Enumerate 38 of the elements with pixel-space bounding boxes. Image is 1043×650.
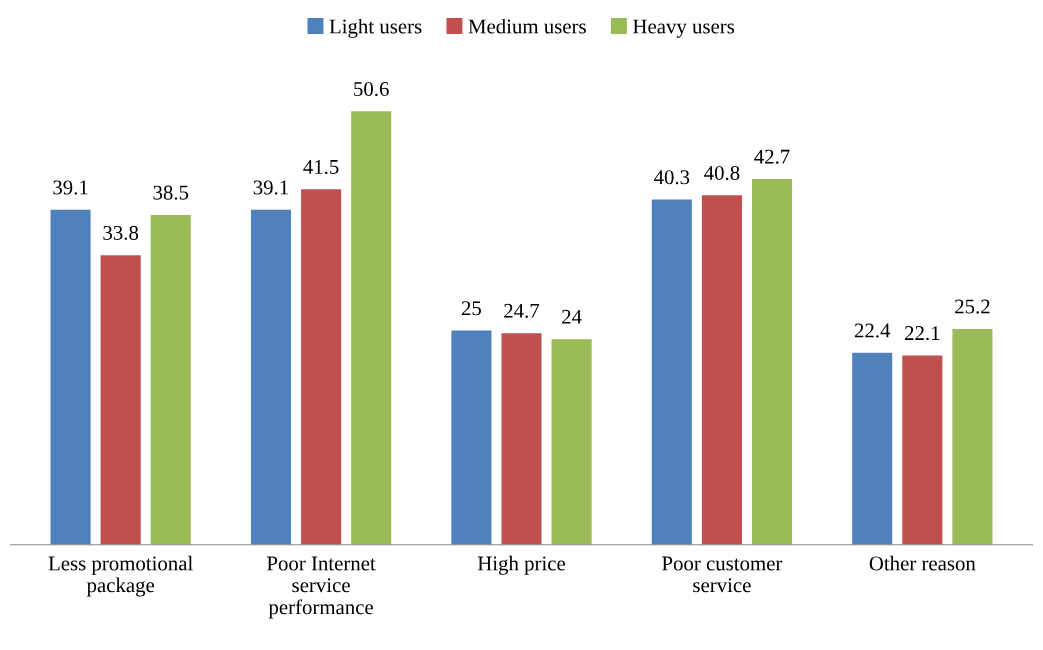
bar [651,199,692,545]
bar [501,333,542,545]
bar [250,209,292,545]
legend-label: Light users [329,18,422,38]
data-label: 24.7 [504,303,540,318]
x-tick-label: Other reason [869,555,976,571]
data-label: 25.2 [955,299,990,314]
bar [551,339,592,545]
bar [751,179,793,545]
data-label: 22.1 [905,326,940,341]
data-label: 38.5 [153,185,189,200]
bar [50,209,91,545]
data-label: 50.6 [354,81,389,97]
data-label: 41.5 [303,160,339,175]
bar [451,330,492,545]
bar [952,328,993,545]
bar [902,355,943,545]
bar [301,189,342,545]
x-tick-label: Poor customer service [662,556,783,593]
legend-label: Medium users [468,18,586,34]
bar [852,352,893,545]
data-label: 24 [562,309,582,324]
data-label: 39.1 [53,180,88,195]
data-label: 40.8 [704,165,740,181]
x-tick-label: Less promotional package [48,555,193,597]
bar [100,255,141,545]
legend-label: Heavy users [633,19,735,38]
bar [150,214,191,545]
bar [701,195,742,545]
data-label: 25 [461,301,481,316]
x-tick-label: Poor Internet service performance [267,556,376,619]
data-label: 33.8 [103,225,139,240]
data-label: 39.1 [253,180,288,195]
data-label: 40.3 [653,170,690,185]
data-label: 22.4 [854,323,891,338]
data-label: 42.7 [754,149,790,164]
bar [351,111,392,545]
x-tick-label: High price [477,555,566,575]
